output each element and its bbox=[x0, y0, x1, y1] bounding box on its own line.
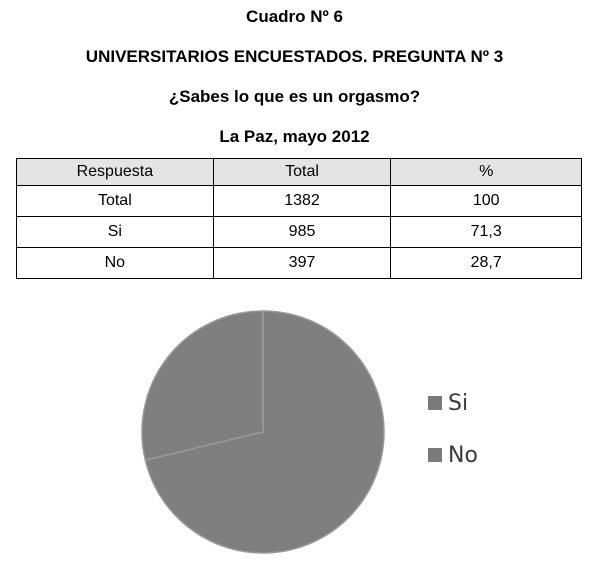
chart-legend: Si No bbox=[428, 391, 478, 468]
table-cell: 985 bbox=[212, 216, 392, 248]
table-cell: 28,7 bbox=[390, 247, 582, 279]
table-cell: Si bbox=[16, 216, 214, 248]
chart-title-line-1: Cuadro Nº 6 bbox=[246, 7, 343, 26]
table-row: No 397 28,7 bbox=[16, 247, 582, 279]
table-cell: 100 bbox=[390, 185, 582, 217]
pie-slice-no bbox=[141, 310, 264, 461]
header-percent: % bbox=[390, 158, 582, 186]
table-row: Si 985 71,3 bbox=[16, 216, 582, 248]
legend-label-no: No bbox=[448, 443, 478, 468]
header-total: Total bbox=[212, 158, 392, 186]
pie-slices bbox=[141, 310, 385, 554]
table-cell: Total bbox=[16, 185, 214, 217]
pie-chart: Si No bbox=[141, 310, 478, 554]
table-cell: No bbox=[16, 247, 214, 279]
chart-title-line-2: UNIVERSITARIOS ENCUESTADOS. PREGUNTA Nº … bbox=[85, 47, 504, 66]
table-header-row: Respuesta Total % bbox=[16, 158, 582, 186]
place-date-title: La Paz, mayo 2012 bbox=[219, 127, 370, 146]
table-cell: 397 bbox=[212, 247, 392, 279]
table-cell: 1382 bbox=[212, 185, 392, 217]
data-table: Respuesta Total % Total 1382 100 Si 985 … bbox=[16, 158, 582, 279]
table-cell: 71,3 bbox=[390, 216, 582, 248]
table-row: Total 1382 100 bbox=[16, 185, 582, 217]
question-title: ¿Sabes lo que es un orgasmo? bbox=[168, 87, 421, 106]
legend-label-si: Si bbox=[448, 391, 468, 416]
pie-slice-si bbox=[144, 310, 385, 554]
legend-marker-si bbox=[428, 396, 442, 410]
header-respuesta: Respuesta bbox=[16, 158, 214, 186]
legend-marker-no bbox=[428, 448, 442, 462]
